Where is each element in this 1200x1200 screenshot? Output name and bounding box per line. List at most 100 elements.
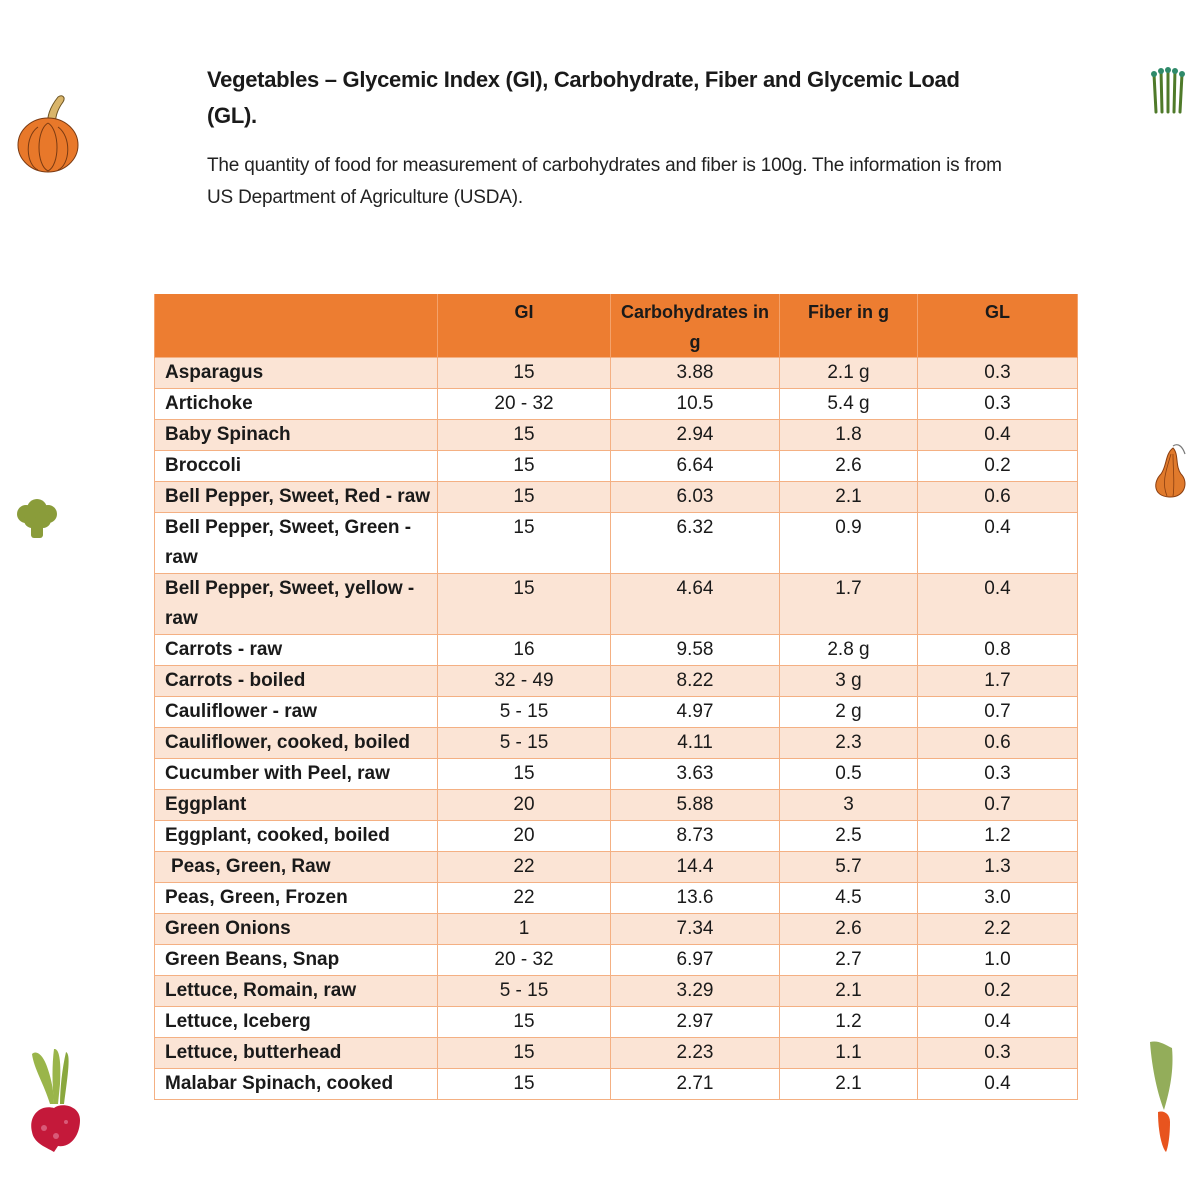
vegetable-name: Eggplant — [154, 789, 438, 821]
table-row: Asparagus 15 3.88 2.1 g 0.3 — [154, 357, 1078, 389]
carbs-value: 2.94 — [610, 419, 780, 451]
fiber-value: 3 g — [779, 665, 918, 697]
gl-value: 0.7 — [917, 696, 1078, 728]
table-header-row: GI Carbohydrates in g Fiber in g GL — [154, 294, 1078, 358]
fiber-value: 5.7 — [779, 851, 918, 883]
gi-value: 15 — [437, 419, 611, 451]
gl-value: 0.8 — [917, 634, 1078, 666]
vegetable-name: Lettuce, butterhead — [154, 1037, 438, 1069]
carbs-value: 6.97 — [610, 944, 780, 976]
gi-value: 22 — [437, 882, 611, 914]
gl-value: 1.2 — [917, 820, 1078, 852]
header-carbohydrates: Carbohydrates in g — [610, 294, 780, 358]
table-row: Lettuce, Romain, raw 5 - 15 3.29 2.1 0.2 — [154, 975, 1078, 1007]
gi-value: 16 — [437, 634, 611, 666]
gl-value: 0.7 — [917, 789, 1078, 821]
gi-value: 15 — [437, 758, 611, 790]
fiber-value: 2.3 — [779, 727, 918, 759]
gi-value: 15 — [437, 450, 611, 482]
vegetable-name: Asparagus — [154, 357, 438, 389]
vegetable-name: Cucumber with Peel, raw — [154, 758, 438, 790]
gl-value: 0.6 — [917, 481, 1078, 513]
carbs-value: 13.6 — [610, 882, 780, 914]
gi-value: 15 — [437, 1006, 611, 1038]
page-subtitle: The quantity of food for measurement of … — [207, 155, 1002, 208]
table-row: Peas, Green, Raw 22 14.4 5.7 1.3 — [154, 851, 1078, 883]
vegetable-name: Peas, Green, Raw — [154, 851, 438, 883]
carbs-value: 8.22 — [610, 665, 780, 697]
vegetable-name: Carrots - raw — [154, 634, 438, 666]
gi-value: 5 - 15 — [437, 727, 611, 759]
carbs-value: 6.64 — [610, 450, 780, 482]
page-title: Vegetables – Glycemic Index (GI), Carboh… — [207, 67, 960, 128]
vegetable-name: Eggplant, cooked, boiled — [154, 820, 438, 852]
fiber-value: 2.7 — [779, 944, 918, 976]
carbs-value: 3.63 — [610, 758, 780, 790]
beet-icon — [31, 1048, 80, 1152]
gl-value: 0.4 — [917, 419, 1078, 451]
table-row: Carrots - raw 16 9.58 2.8 g 0.8 — [154, 634, 1078, 666]
table-row: Malabar Spinach, cooked 15 2.71 2.1 0.4 — [154, 1068, 1078, 1100]
gl-value: 3.0 — [917, 882, 1078, 914]
table-row: Bell Pepper, Sweet, Red - raw 15 6.03 2.1 0.… — [154, 481, 1078, 513]
gl-value: 0.2 — [917, 450, 1078, 482]
fiber-value: 0.9 — [779, 512, 918, 574]
fiber-value: 2.1 — [779, 481, 918, 513]
fiber-value: 2.6 — [779, 450, 918, 482]
gl-value: 0.6 — [917, 727, 1078, 759]
gi-value: 15 — [437, 1068, 611, 1100]
fiber-value: 1.7 — [779, 573, 918, 635]
vegetable-name: Lettuce, Romain, raw — [154, 975, 438, 1007]
vegetable-name: Malabar Spinach, cooked — [154, 1068, 438, 1100]
gi-value: 20 - 32 — [437, 944, 611, 976]
table-row: Cauliflower, cooked, boiled 5 - 15 4.11 2.3… — [154, 727, 1078, 759]
table-row: Lettuce, butterhead 15 2.23 1.1 0.3 — [154, 1037, 1078, 1069]
carrot-icon — [1150, 1041, 1173, 1152]
carbs-value: 5.88 — [610, 789, 780, 821]
vegetable-name: Bell Pepper, Sweet, Green - raw — [154, 512, 438, 574]
carbs-value: 10.5 — [610, 388, 780, 420]
table-row: Carrots - boiled 32 - 49 8.22 3 g 1.7 — [154, 665, 1078, 697]
gl-value: 0.4 — [917, 1068, 1078, 1100]
gi-value: 20 - 32 — [437, 388, 611, 420]
fiber-value: 2.1 — [779, 1068, 918, 1100]
table-row: Baby Spinach 15 2.94 1.8 0.4 — [154, 419, 1078, 451]
gl-value: 2.2 — [917, 913, 1078, 945]
gl-value: 0.3 — [917, 758, 1078, 790]
fiber-value: 1.1 — [779, 1037, 918, 1069]
fiber-value: 1.8 — [779, 419, 918, 451]
gl-value: 0.3 — [917, 357, 1078, 389]
vegetable-name: Lettuce, Iceberg — [154, 1006, 438, 1038]
carbs-value: 3.88 — [610, 357, 780, 389]
gi-value: 5 - 15 — [437, 696, 611, 728]
table-row: Artichoke 20 - 32 10.5 5.4 g 0.3 — [154, 388, 1078, 420]
table-row: Bell Pepper, Sweet, Green - raw 15 6.32 0.9… — [154, 512, 1078, 574]
vegetable-name: Baby Spinach — [154, 419, 438, 451]
gi-value: 5 - 15 — [437, 975, 611, 1007]
table-row: Green Beans, Snap 20 - 32 6.97 2.7 1.0 — [154, 944, 1078, 976]
carbs-value: 7.34 — [610, 913, 780, 945]
header-fiber: Fiber in g — [779, 294, 918, 358]
carbs-value: 2.23 — [610, 1037, 780, 1069]
fiber-value: 2.6 — [779, 913, 918, 945]
vegetable-name: Carrots - boiled — [154, 665, 438, 697]
fiber-value: 2.8 g — [779, 634, 918, 666]
gi-value: 22 — [437, 851, 611, 883]
table-row: Green Onions 1 7.34 2.6 2.2 — [154, 913, 1078, 945]
gi-value: 15 — [437, 357, 611, 389]
table-row: Cucumber with Peel, raw 15 3.63 0.5 0.3 — [154, 758, 1078, 790]
carbs-value: 4.97 — [610, 696, 780, 728]
table-row: Lettuce, Iceberg 15 2.97 1.2 0.4 — [154, 1006, 1078, 1038]
vegetable-name: Bell Pepper, Sweet, Red - raw — [154, 481, 438, 513]
gi-value: 1 — [437, 913, 611, 945]
table-row: Eggplant 20 5.88 3 0.7 — [154, 789, 1078, 821]
gi-value: 20 — [437, 820, 611, 852]
gl-value: 0.4 — [917, 1006, 1078, 1038]
carbs-value: 4.64 — [610, 573, 780, 635]
glycemic-table: GI Carbohydrates in g Fiber in g GL Aspa… — [154, 294, 1078, 1100]
fiber-value: 0.5 — [779, 758, 918, 790]
carbs-value: 14.4 — [610, 851, 780, 883]
carbs-value: 8.73 — [610, 820, 780, 852]
asparagus-icon — [1151, 67, 1185, 114]
carbs-value: 4.11 — [610, 727, 780, 759]
